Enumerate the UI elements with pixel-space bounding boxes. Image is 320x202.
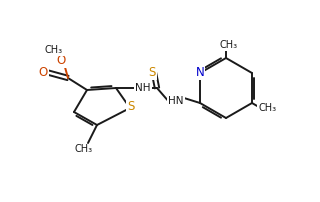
Text: O: O <box>56 55 66 67</box>
Text: NH: NH <box>135 83 151 93</box>
Text: CH₃: CH₃ <box>74 144 92 154</box>
Text: CH₃: CH₃ <box>220 40 238 50</box>
Text: HN: HN <box>168 96 184 106</box>
Text: N: N <box>196 66 204 80</box>
Text: S: S <box>148 66 156 80</box>
Text: CH₃: CH₃ <box>45 45 63 55</box>
Text: O: O <box>38 65 48 79</box>
Text: S: S <box>127 101 135 114</box>
Text: CH₃: CH₃ <box>258 103 276 113</box>
